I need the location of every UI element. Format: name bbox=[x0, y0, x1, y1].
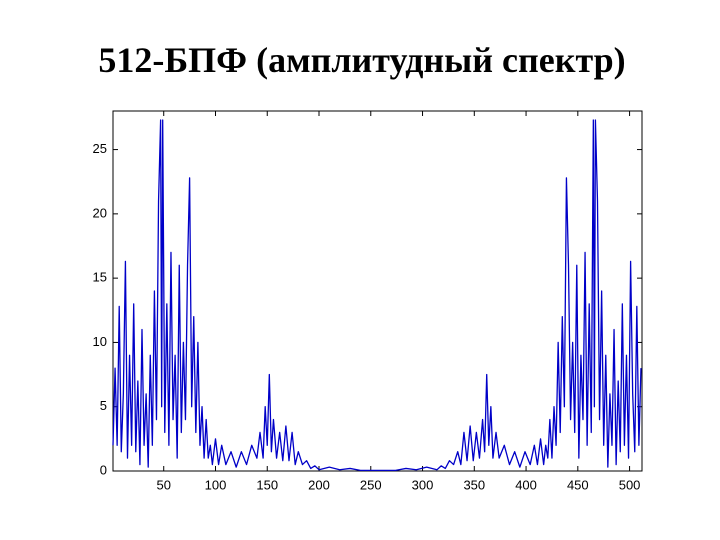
spectrum-line bbox=[112, 119, 642, 472]
y-tick-label: 15 bbox=[93, 270, 107, 285]
x-tick-label: 450 bbox=[567, 477, 589, 492]
y-tick-label: 5 bbox=[100, 398, 107, 413]
x-tick-label: 250 bbox=[360, 477, 382, 492]
x-tick-label: 150 bbox=[256, 477, 278, 492]
x-tick-label: 100 bbox=[205, 477, 227, 492]
y-tick-label: 0 bbox=[100, 462, 107, 477]
y-tick-label: 25 bbox=[93, 141, 107, 156]
plot-frame bbox=[112, 110, 643, 472]
x-tick-label: 300 bbox=[412, 477, 434, 492]
x-tick-label: 350 bbox=[463, 477, 485, 492]
y-tick-label: 10 bbox=[93, 334, 107, 349]
x-tick-label: 500 bbox=[619, 477, 641, 492]
x-tick-label: 400 bbox=[515, 477, 537, 492]
x-tick-label: 200 bbox=[308, 477, 330, 492]
chart-title: 512-БПФ (амплитудный спектр) bbox=[98, 40, 625, 80]
x-tick-label: 50 bbox=[156, 477, 170, 492]
y-tick-label: 20 bbox=[93, 205, 107, 220]
